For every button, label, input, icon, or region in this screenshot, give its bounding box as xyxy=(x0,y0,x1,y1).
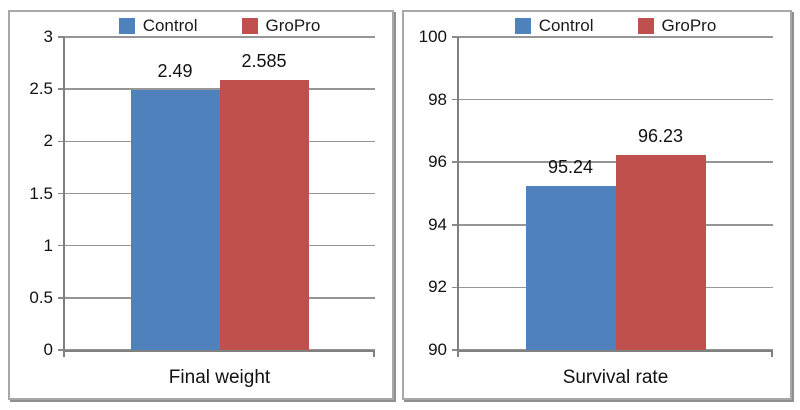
y-tick-mark xyxy=(58,140,64,143)
bar-data-label-control: 95.24 xyxy=(547,156,594,177)
x-axis-line xyxy=(457,350,773,352)
legend-item-gropro: GroPro xyxy=(637,16,717,36)
y-tick-label: 98 xyxy=(428,89,447,109)
bar-control xyxy=(130,90,220,350)
bar-gropro xyxy=(219,80,309,350)
gridline-y-100 xyxy=(458,36,773,38)
x-axis-end-tick xyxy=(771,350,773,357)
y-tick-label: 1 xyxy=(43,235,53,255)
bar-data-label-gropro: 2.585 xyxy=(241,51,287,72)
y-tick-mark xyxy=(452,36,458,38)
y-tick-label: 0.5 xyxy=(29,287,53,307)
y-tick-mark xyxy=(58,244,64,247)
y-tick-mark xyxy=(452,349,458,351)
y-tick-label: 1.5 xyxy=(29,183,53,203)
legend-swatch-control-icon xyxy=(514,18,531,34)
legend: Control GroPro xyxy=(64,14,375,38)
y-tick-mark xyxy=(58,297,64,299)
y-tick-label: 92 xyxy=(428,277,447,297)
legend: Control GroPro xyxy=(458,14,773,38)
y-axis-line xyxy=(457,37,459,357)
y-tick-label: 3 xyxy=(43,27,53,46)
chart-panel-final-weight: Control GroPro 3 2.5 2 1.5 1 0.5 0 2.49 2.585 Final… xyxy=(8,10,394,400)
y-tick-mark xyxy=(58,192,64,195)
bar-data-label-control: 2.49 xyxy=(157,61,193,82)
bar-data-label-gropro: 96.23 xyxy=(637,126,684,146)
legend-item-control: Control xyxy=(118,16,198,36)
y-tick-label: 2.5 xyxy=(29,79,53,99)
y-tick-label: 94 xyxy=(428,214,447,234)
y-tick-mark xyxy=(452,98,458,101)
chart-panel-survival-rate: Control GroPro 100 98 96 94 92 90 95.24 96.23 Surv… xyxy=(402,10,792,400)
bar-gropro xyxy=(615,155,706,350)
gridline-y-98 xyxy=(458,98,773,101)
y-axis-line xyxy=(63,37,65,357)
y-tick-mark xyxy=(58,88,64,90)
gridline-y-3 xyxy=(64,36,375,38)
legend-swatch-gropro-icon xyxy=(637,18,654,34)
x-axis-line xyxy=(63,350,375,352)
y-tick-label: 100 xyxy=(418,27,447,46)
y-tick-mark xyxy=(58,349,64,351)
legend-swatch-gropro-icon xyxy=(241,18,258,34)
legend-label-control: Control xyxy=(538,16,594,35)
y-tick-mark xyxy=(452,161,458,163)
legend-label-gropro: GroPro xyxy=(265,16,321,35)
y-tick-label: 0 xyxy=(43,340,53,359)
y-tick-label: 96 xyxy=(428,152,447,172)
legend-item-gropro: GroPro xyxy=(241,16,321,36)
legend-swatch-control-icon xyxy=(118,18,135,34)
legend-label-gropro: GroPro xyxy=(661,16,717,35)
category-label-survival-rate: Survival rate xyxy=(562,367,669,388)
legend-label-control: Control xyxy=(142,16,198,35)
y-tick-mark xyxy=(58,36,64,38)
x-axis-end-tick xyxy=(373,350,375,357)
y-tick-mark xyxy=(452,286,458,289)
y-tick-label: 2 xyxy=(43,131,53,151)
y-tick-mark xyxy=(452,224,458,226)
y-tick-label: 90 xyxy=(428,340,447,359)
category-label-final-weight: Final weight xyxy=(168,367,271,388)
legend-item-control: Control xyxy=(514,16,594,36)
bar-control xyxy=(525,185,616,350)
